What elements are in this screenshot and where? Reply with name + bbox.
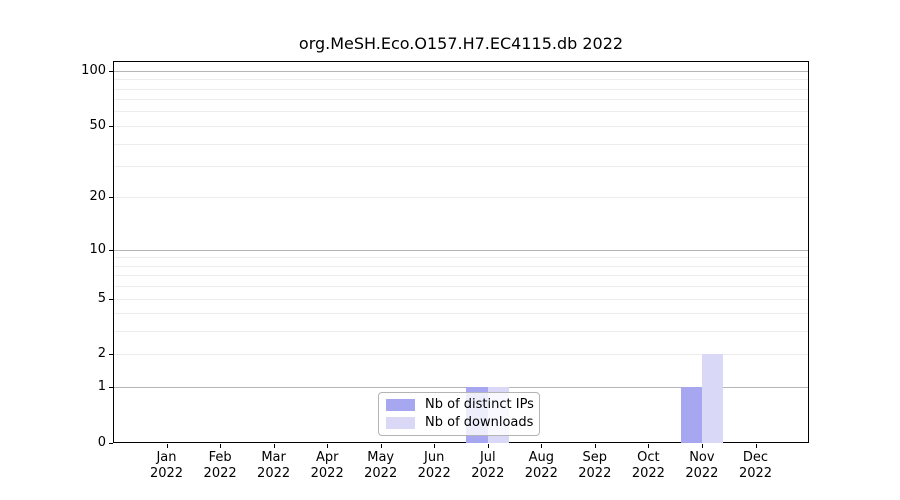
y-tick-mark [109,298,113,300]
x-tick-label: Jun 2022 [417,450,451,481]
y-gridline-minor [114,111,808,113]
y-gridline-minor [114,143,808,145]
x-tick-label: Jan 2022 [149,450,184,481]
plot-area [113,61,809,443]
y-gridline-minor [114,265,808,267]
x-tick-label: Apr 2022 [310,450,344,481]
x-tick-label: Jul 2022 [471,450,505,481]
legend-label-downloads: Nb of downloads [425,415,534,430]
legend-item-distinct-ips: Nb of distinct IPs [386,396,534,414]
y-tick-mark [109,70,113,72]
legend: Nb of distinct IPs Nb of downloads [378,392,540,436]
x-tick-mark [755,444,757,448]
y-tick-mark [109,197,113,199]
y-tick-mark [109,125,113,127]
x-tick-label: Feb 2022 [203,450,237,481]
x-tick-label: Aug 2022 [524,450,558,481]
y-tick-label: 2 [97,346,106,362]
y-gridline-major [114,70,808,72]
chart-title: org.MeSH.Eco.O157.H7.EC4115.db 2022 [298,34,624,53]
y-gridline-minor [114,125,808,127]
x-tick-label: Mar 2022 [257,450,291,481]
x-tick-label: Oct 2022 [631,450,665,481]
x-tick-label: May 2022 [364,450,398,481]
y-tick-label: 0 [97,435,106,450]
y-tick-label: 5 [97,290,106,306]
y-tick-mark [109,443,113,444]
x-tick-mark [594,444,596,448]
y-tick-label: 1 [97,379,106,395]
y-gridline-minor [114,88,808,90]
y-gridline-minor [114,79,808,81]
legend-label-distinct-ips: Nb of distinct IPs [425,397,534,412]
x-tick-label: Nov 2022 [685,450,719,481]
bar-downloads [701,354,724,443]
x-tick-mark [220,444,222,448]
y-gridline-minor [114,286,808,288]
y-gridline-minor [114,99,808,101]
y-tick-mark [109,249,113,251]
y-tick-mark [109,387,113,389]
x-tick-mark [434,444,436,448]
y-gridline-minor [114,166,808,167]
y-tick-label: 50 [89,117,106,133]
x-tick-mark [327,444,329,448]
y-gridline-major [114,387,808,389]
y-tick-label: 20 [89,189,106,205]
x-tick-mark [487,444,489,448]
legend-swatch-distinct-ips-icon [386,399,415,411]
x-tick-mark [166,444,168,448]
y-gridline-minor [114,275,808,277]
y-tick-label: 10 [89,241,106,257]
legend-swatch-downloads-icon [386,417,415,429]
x-tick-mark [273,444,275,448]
y-gridline-minor [114,331,808,333]
x-tick-mark [701,444,703,448]
bar-distinct-ips [680,387,702,443]
y-gridline-minor [114,257,808,259]
x-tick-mark [541,444,543,448]
x-tick-mark [380,444,382,448]
x-tick-mark [648,444,650,448]
y-gridline-minor [114,313,808,315]
x-tick-label: Dec 2022 [738,450,773,481]
y-gridline-minor [114,197,808,199]
x-tick-label: Sep 2022 [578,450,612,481]
y-gridline-minor [114,298,808,300]
y-tick-mark [109,354,113,356]
legend-item-downloads: Nb of downloads [386,414,534,432]
y-gridline-minor [114,354,808,356]
y-gridline-major [114,249,808,251]
y-tick-label: 100 [81,62,106,78]
